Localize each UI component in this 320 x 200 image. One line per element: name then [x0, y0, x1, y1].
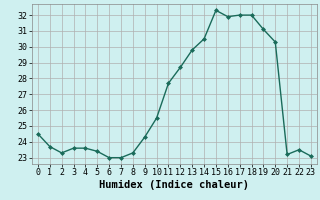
X-axis label: Humidex (Indice chaleur): Humidex (Indice chaleur): [100, 180, 249, 190]
